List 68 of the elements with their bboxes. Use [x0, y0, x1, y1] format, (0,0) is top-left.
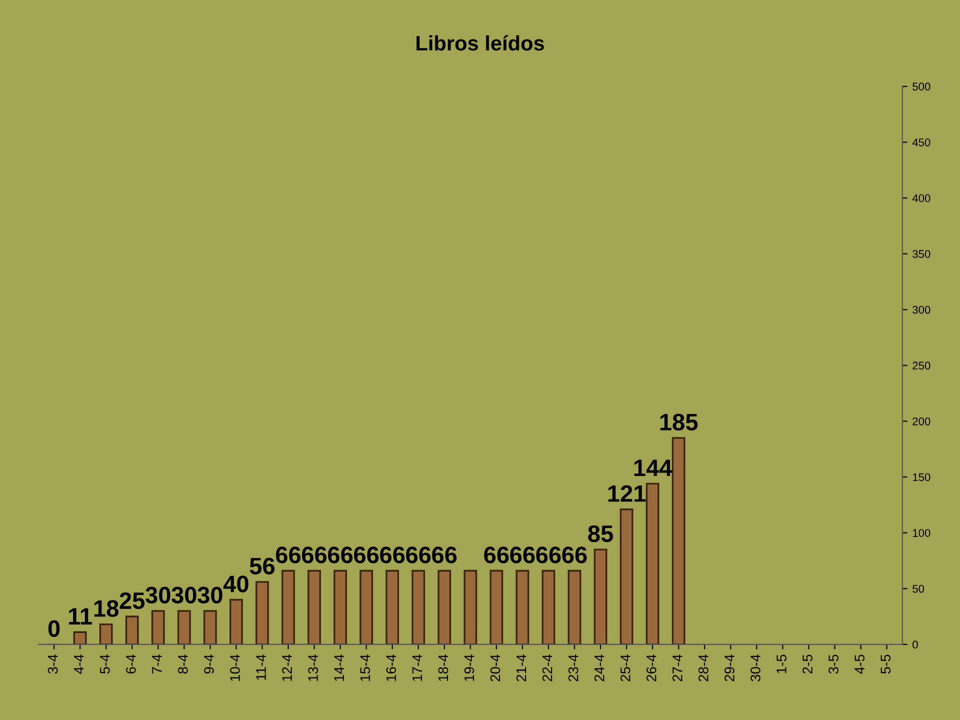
x-tick-label: 2-5	[802, 654, 812, 674]
x-tick-label: 28-4	[698, 654, 708, 682]
chart-title: Libros leídos	[416, 35, 544, 51]
x-tick-label: 4-5	[854, 654, 864, 674]
x-tick-label: 16-4	[386, 654, 396, 681]
x-tick-label: 3-5	[828, 654, 838, 674]
x-tick-label: 25-4	[620, 654, 630, 682]
x-tick-label: 3-4	[48, 654, 58, 674]
x-tick-label: 27-4	[672, 654, 682, 682]
x-tick-label: 18-4	[438, 654, 448, 681]
x-tick-label: 7-4	[152, 654, 162, 674]
y-tick-label: 150	[912, 473, 930, 482]
data-label: 66	[380, 546, 405, 564]
x-tick-label: 10-4	[230, 654, 240, 681]
y-tick-label: 500	[912, 82, 930, 91]
y-tick-label: 50	[912, 584, 924, 593]
data-label: 66	[536, 546, 561, 564]
x-tick-label: 12-4	[282, 654, 292, 681]
data-label: 18	[94, 600, 118, 617]
x-tick-label: 4-4	[74, 654, 84, 674]
data-label: 25	[120, 592, 145, 610]
x-tick-label: 24-4	[594, 654, 604, 682]
data-label: 30	[198, 586, 222, 604]
x-tick-label: 21-4	[516, 654, 526, 682]
data-label: 121	[608, 485, 646, 502]
y-tick-label: 100	[912, 529, 930, 537]
x-tick-label: 11-4	[256, 654, 266, 680]
data-label: 66	[302, 546, 327, 564]
x-tick-label: 9-4	[204, 654, 214, 674]
x-tick-label: 30-4	[750, 654, 760, 682]
data-label: 85	[588, 525, 613, 542]
x-tick-label: 6-4	[126, 654, 136, 674]
data-label: 30	[146, 586, 170, 604]
data-label: 56	[250, 558, 274, 574]
data-label: 66	[276, 546, 301, 564]
x-tick-label: 13-4	[308, 654, 318, 681]
x-tick-label: 14-4	[334, 654, 344, 681]
data-label: 66	[510, 546, 535, 564]
y-tick-label: 400	[912, 194, 930, 202]
x-tick-label: 22-4	[542, 654, 552, 682]
data-label: 66	[484, 546, 509, 564]
y-tick-label: 200	[912, 417, 930, 426]
data-label: 66	[406, 546, 431, 564]
y-tick-label: 450	[912, 138, 930, 146]
data-label: 30	[172, 586, 196, 604]
y-tick-label: 250	[912, 362, 930, 370]
x-tick-label: 5-5	[880, 654, 891, 674]
data-label: 0	[48, 620, 60, 637]
data-label: 66	[562, 546, 587, 564]
y-tick-label: 0	[912, 640, 918, 649]
x-tick-label: 19-4	[464, 654, 474, 681]
x-tick-label: 23-4	[568, 654, 578, 682]
x-tick-label: 5-4	[100, 654, 110, 674]
data-label: 66	[328, 546, 353, 564]
x-tick-label: 26-4	[646, 654, 656, 682]
x-tick-label: 29-4	[724, 654, 734, 682]
data-label: 66	[354, 546, 379, 564]
y-tick-label: 350	[912, 250, 930, 258]
data-label: 11	[69, 608, 92, 624]
y-tick-label: 300	[912, 306, 930, 314]
x-tick-label: 1-5	[776, 654, 786, 674]
x-tick-label: 15-4	[360, 654, 370, 681]
x-tick-label: 20-4	[490, 654, 500, 682]
data-label: 185	[660, 414, 698, 430]
data-label: 40	[223, 576, 248, 592]
x-tick-label: 8-4	[178, 654, 188, 674]
x-tick-label: 17-4	[412, 654, 422, 681]
data-label: 66	[432, 546, 457, 564]
